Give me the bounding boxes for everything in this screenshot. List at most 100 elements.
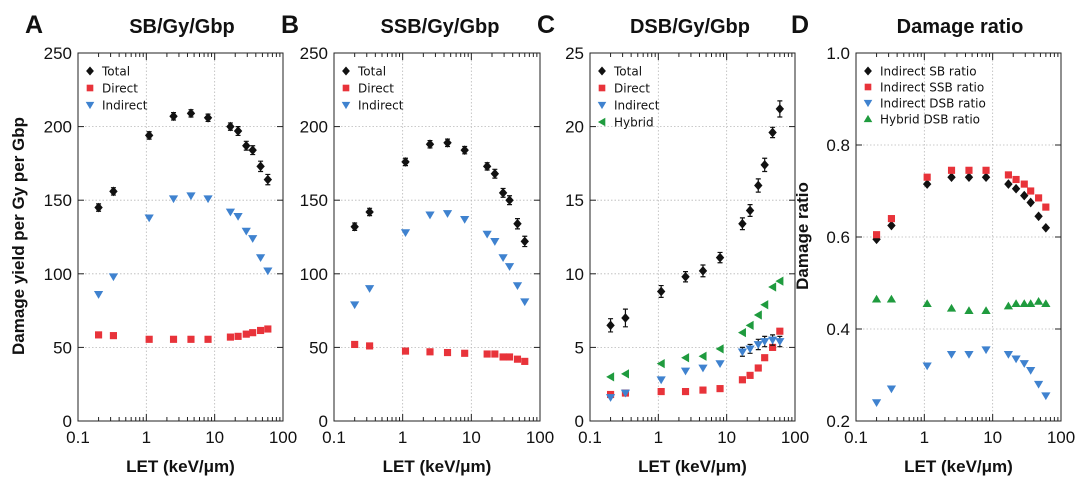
- legend-item: Hybrid: [597, 116, 654, 130]
- data-point: [505, 195, 514, 206]
- legend-item: Indirect: [597, 99, 660, 113]
- y-tick-label: 200: [44, 118, 72, 137]
- data-point: [109, 186, 118, 197]
- panel-letter: C: [537, 11, 555, 39]
- data-point: [872, 234, 881, 245]
- y-tick-label: 10: [565, 265, 584, 284]
- y-tick-label: 150: [300, 191, 328, 210]
- panel-letter: A: [25, 11, 43, 39]
- data-point: [263, 174, 273, 185]
- data-point: [491, 350, 499, 358]
- legend-marker: [86, 66, 94, 76]
- y-tick-label: 100: [44, 265, 72, 284]
- data-point: [93, 291, 104, 299]
- data-point: [698, 364, 708, 373]
- data-point: [1042, 203, 1050, 211]
- data-point: [753, 310, 762, 320]
- legend-label: Total: [101, 65, 130, 79]
- data-point: [775, 276, 784, 286]
- data-point: [760, 300, 769, 310]
- data-point: [946, 303, 957, 312]
- data-point: [873, 231, 881, 239]
- x-tick-label: 0.1: [322, 428, 346, 447]
- data-point: [169, 335, 178, 343]
- legend-item: Total: [598, 65, 642, 79]
- data-point: [753, 341, 763, 349]
- series-indirect-dsb-ratio: [871, 346, 1051, 408]
- data-point: [981, 346, 991, 355]
- series-hybrid: [606, 276, 784, 382]
- data-point: [482, 161, 492, 172]
- legend-marker: [341, 101, 351, 110]
- data-point: [745, 205, 755, 216]
- plot-frame: [77, 52, 284, 422]
- data-point: [255, 254, 266, 263]
- legend-label: Total: [357, 65, 386, 79]
- x-tick-label: 0.1: [66, 428, 90, 447]
- panel-title: SB/Gy/Gbp: [129, 16, 235, 38]
- x-tick-label: 1: [142, 428, 151, 447]
- data-point: [656, 358, 665, 369]
- legend-label: Direct: [358, 82, 394, 96]
- legend-label: Hybrid DSB ratio: [880, 113, 980, 127]
- data-point: [1011, 183, 1021, 194]
- data-point: [769, 343, 777, 351]
- data-point: [225, 208, 236, 217]
- x-tick-label: 10: [462, 428, 481, 447]
- data-point: [505, 353, 514, 361]
- data-point: [681, 353, 690, 363]
- data-point: [1026, 197, 1035, 208]
- data-point: [760, 338, 770, 346]
- series-total: [94, 108, 273, 213]
- data-point: [350, 301, 360, 310]
- legend-marker: [598, 66, 606, 76]
- y-tick-label: 50: [309, 338, 328, 357]
- legend-marker: [863, 99, 873, 108]
- data-point: [482, 230, 492, 239]
- legend-label: Direct: [614, 82, 650, 96]
- x-tick-label: 0.1: [844, 428, 868, 447]
- data-point: [168, 195, 179, 204]
- legend-label: Hybrid: [614, 116, 654, 130]
- data-point: [512, 282, 523, 290]
- data-point: [699, 386, 707, 394]
- data-point: [242, 140, 251, 151]
- series-direct: [607, 327, 784, 399]
- legend-item: Indirect DSB ratio: [863, 97, 986, 111]
- x-tick-label: 1: [398, 428, 407, 447]
- data-point: [1034, 211, 1043, 222]
- legend-item: Indirect SSB ratio: [864, 81, 984, 95]
- data-point: [698, 266, 708, 276]
- series-direct: [95, 325, 272, 343]
- data-point: [234, 332, 242, 340]
- data-point: [233, 126, 243, 136]
- legend-item: Total: [86, 65, 130, 79]
- data-point: [621, 313, 630, 323]
- data-point: [490, 168, 500, 179]
- legend-marker: [598, 84, 606, 92]
- data-point: [499, 353, 507, 361]
- data-point: [922, 179, 932, 189]
- series-hybrid-dsb-ratio: [871, 294, 1051, 314]
- data-point: [1020, 180, 1028, 188]
- data-point: [1019, 360, 1029, 368]
- data-point: [108, 273, 119, 282]
- data-point: [775, 104, 785, 114]
- data-point: [400, 229, 411, 237]
- data-point: [226, 121, 235, 132]
- data-point: [1033, 296, 1044, 305]
- data-point: [760, 160, 769, 170]
- y-tick-label: 0: [319, 412, 328, 431]
- data-point: [656, 376, 666, 385]
- legend-label: Indirect SB ratio: [880, 65, 977, 79]
- data-point: [887, 215, 896, 223]
- x-tick-label: 10: [717, 428, 736, 447]
- panel-d: 0.1 1 10 100 0.2 0.4 0.6 0.8 1.0 D Damage ratio LET…: [791, 11, 1075, 476]
- data-point: [520, 298, 530, 307]
- y-tick-label: 200: [300, 118, 328, 137]
- data-point: [187, 335, 195, 343]
- data-point: [715, 344, 724, 354]
- legend-label: Indirect: [358, 99, 404, 113]
- series-indirect-ssb-ratio: [873, 166, 1050, 239]
